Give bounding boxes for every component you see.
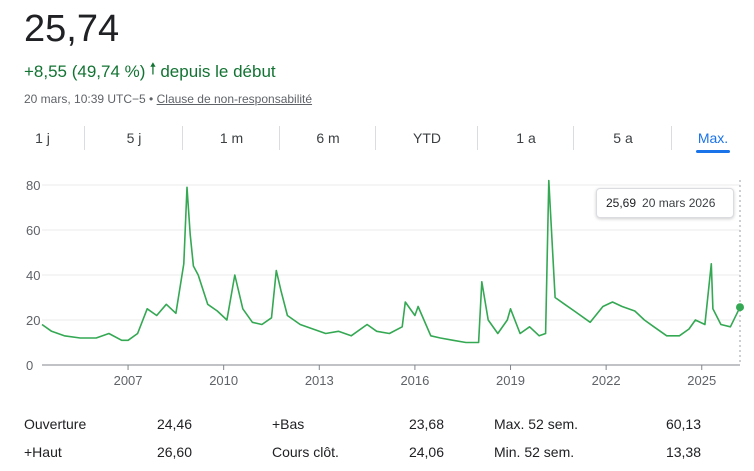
- stat-value: 24,06: [408, 444, 444, 460]
- stats-table: Ouverture 24,46 +Bas 23,68 Max. 52 sem. 60,…: [24, 410, 734, 466]
- x-tick-label: 2019: [496, 373, 525, 388]
- stat-low: +Bas 23,68: [272, 416, 444, 432]
- y-tick-label: 80: [26, 178, 40, 193]
- stat-value: 26,60: [156, 444, 192, 460]
- price-change: +8,55 (49,74 %) 🠕 depuis le début: [24, 58, 276, 85]
- tab-5-days[interactable]: 5 j: [85, 122, 183, 154]
- change-value: +8,55 (49,74 %): [24, 61, 146, 81]
- tab-5-years[interactable]: 5 a: [574, 122, 672, 154]
- x-tick-label: 2007: [114, 373, 143, 388]
- quote-timestamp: 20 mars, 10:39 UTC−5 • Clause de non-res…: [24, 92, 312, 106]
- x-tick-label: 2016: [400, 373, 429, 388]
- stat-52w-high: Max. 52 sem. 60,13: [494, 416, 701, 432]
- stat-label: +Haut: [24, 444, 62, 460]
- tab-1-day[interactable]: 1 j: [0, 122, 85, 154]
- x-tick-label: 2025: [687, 373, 716, 388]
- tab-ytd[interactable]: YTD: [376, 122, 478, 154]
- tab-6-months[interactable]: 6 m: [280, 122, 376, 154]
- stat-high: +Haut 26,60: [24, 444, 192, 460]
- tab-label: 5 j: [126, 130, 142, 146]
- tab-1-year[interactable]: 1 a: [478, 122, 574, 154]
- y-tick-label: 20: [26, 313, 40, 328]
- tooltip-value: 25,69: [606, 196, 637, 210]
- y-tick-label: 60: [26, 223, 40, 238]
- x-tick-label: 2010: [209, 373, 238, 388]
- tab-label: 1 m: [219, 130, 244, 146]
- timestamp-text: 20 mars, 10:39 UTC−5 •: [24, 92, 154, 106]
- stat-value: 23,68: [408, 416, 444, 432]
- stat-label: Cours clôt.: [272, 444, 339, 460]
- stat-open: Ouverture 24,46: [24, 416, 192, 432]
- current-price: 25,74: [24, 8, 120, 50]
- tab-max[interactable]: Max.: [672, 122, 754, 154]
- arrow-up-icon: 🠕: [149, 61, 157, 78]
- price-chart[interactable]: 0 20 40 60 80 2007 2010 2013 2016 2019 2022 2025: [0, 165, 754, 395]
- y-tick-label: 0: [26, 358, 33, 373]
- y-tick-label: 40: [26, 268, 40, 283]
- stat-value: 60,13: [665, 416, 701, 432]
- stat-label: Ouverture: [24, 416, 87, 432]
- stat-label: Max. 52 sem.: [494, 416, 579, 432]
- tab-1-month[interactable]: 1 m: [183, 122, 280, 154]
- range-tabs: 1 j 5 j 1 m 6 m YTD 1 a 5 a Max.: [0, 122, 754, 154]
- tab-label: 5 a: [613, 130, 633, 146]
- tab-label: 6 m: [316, 130, 340, 146]
- chart-tooltip: 25,69 20 mars 2026: [596, 188, 734, 218]
- x-tick-label: 2022: [592, 373, 621, 388]
- stat-prev-close: Cours clôt. 24,06: [272, 444, 444, 460]
- change-suffix: depuis le début: [160, 61, 276, 81]
- stat-value: 13,38: [665, 444, 701, 460]
- stat-value: 24,46: [156, 416, 192, 432]
- stats-row: +Haut 26,60 Cours clôt. 24,06 Min. 52 sem.…: [24, 438, 734, 466]
- tab-label: YTD: [413, 130, 441, 146]
- stat-52w-low: Min. 52 sem. 13,38: [494, 444, 701, 460]
- price-line: [41, 179, 741, 344]
- stats-row: Ouverture 24,46 +Bas 23,68 Max. 52 sem. 60,…: [24, 410, 734, 438]
- stat-label: Min. 52 sem.: [494, 444, 575, 460]
- disclaimer-link[interactable]: Clause de non-responsabilité: [156, 92, 313, 106]
- tab-label: 1 a: [516, 130, 536, 146]
- last-point-marker: [736, 303, 744, 312]
- tab-label: 1 j: [35, 130, 50, 146]
- tooltip-date: 20 mars 2026: [642, 196, 716, 210]
- x-tick-label: 2013: [305, 373, 334, 388]
- tab-label: Max.: [695, 130, 731, 153]
- stat-label: +Bas: [272, 416, 305, 432]
